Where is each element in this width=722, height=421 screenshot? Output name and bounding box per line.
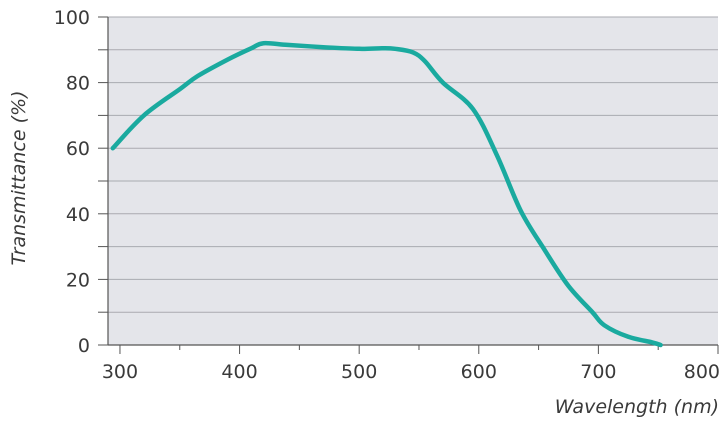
x-tick-label: 600	[461, 361, 497, 383]
y-tick-label: 60	[66, 138, 90, 160]
y-axis-title: Transmittance (%)	[8, 91, 30, 266]
x-axis-title: Wavelength (nm)	[555, 396, 719, 418]
y-tick-label: 100	[54, 7, 90, 29]
y-tick-label: 40	[66, 204, 90, 226]
y-tick-label: 80	[66, 73, 90, 95]
labels-layer: Wavelength (nm) Transmittance (%)	[8, 91, 719, 418]
y-axis: 0 20 40 60 80 100	[54, 7, 109, 357]
y-tick-label: 20	[66, 269, 90, 291]
series-line-0	[110, 40, 663, 348]
x-tick-label: 500	[341, 361, 377, 383]
x-tick-label: 300	[102, 361, 138, 383]
x-tick-label: 800	[684, 361, 720, 383]
x-tick-label: 700	[580, 361, 616, 383]
x-tick-label: 400	[221, 361, 257, 383]
x-axis: 300 400 500 600 700 800	[102, 344, 720, 383]
gridlines	[108, 16, 718, 313]
series-layer	[110, 40, 663, 348]
y-tick-label: 0	[78, 335, 90, 357]
